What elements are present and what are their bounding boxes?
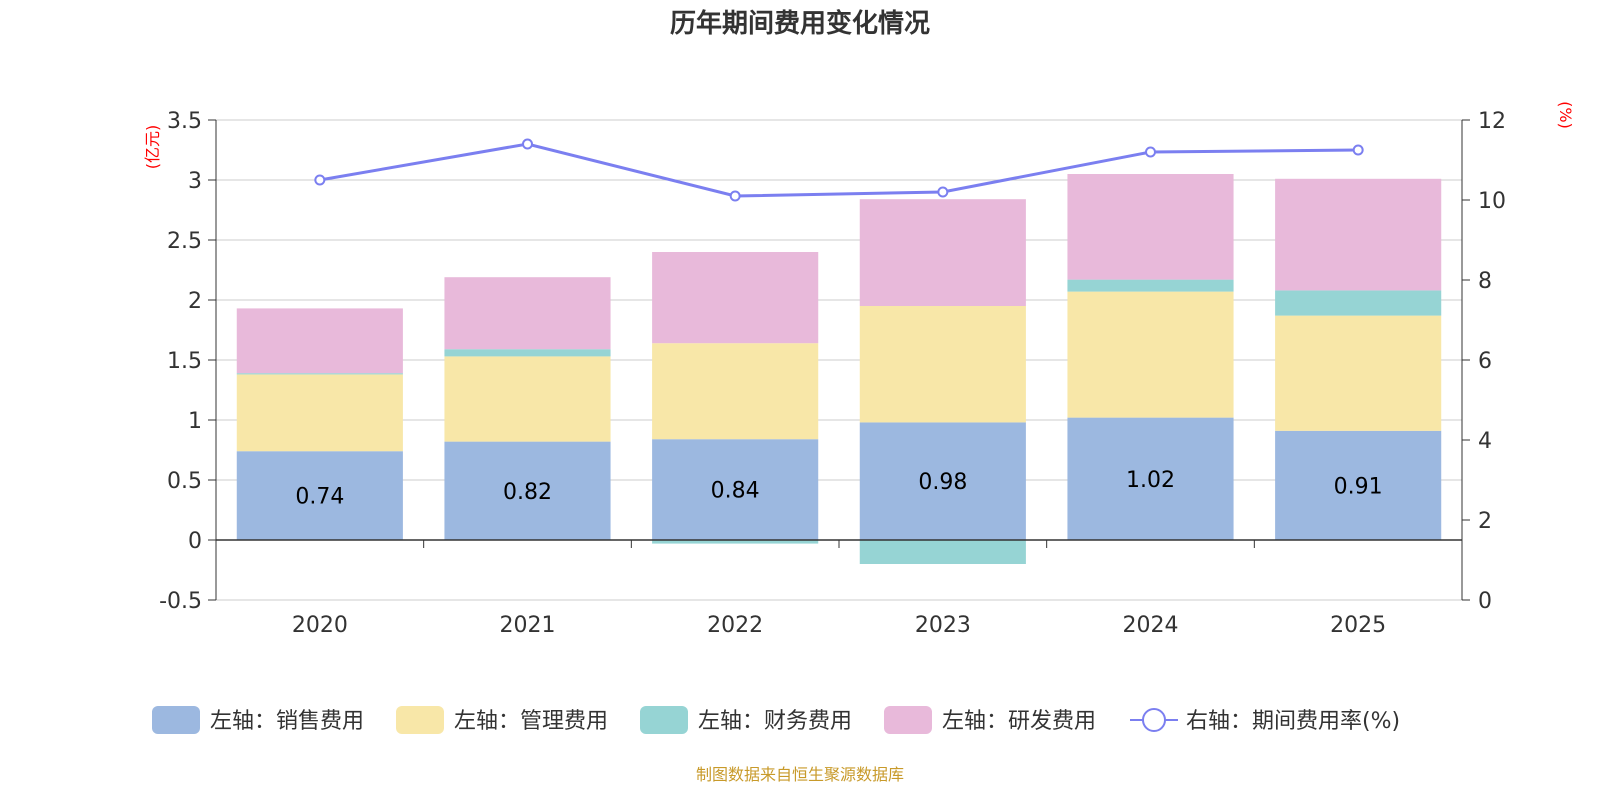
- bar-series: [236, 174, 1442, 564]
- bar-2-2023: [859, 306, 1026, 423]
- x-axis-tick-label: 2020: [292, 613, 348, 638]
- right-axis-tick-label: 8: [1478, 269, 1492, 294]
- left-axis-tick-label: 0.5: [167, 469, 202, 494]
- line-point-2023: [937, 186, 949, 198]
- right-axis-tick-label: 0: [1478, 589, 1492, 614]
- left-axis-tick-label: 0: [188, 529, 202, 554]
- bar-2-2025: [1275, 315, 1442, 431]
- x-axis-tick-label: 2024: [1123, 613, 1179, 638]
- data-labels: 0.74 0.82 0.84 0.98 1.02 0.91: [295, 468, 1382, 510]
- data-label: 0.91: [1334, 474, 1383, 499]
- legend-swatch-4: [884, 706, 932, 734]
- left-axis-tick-label: -0.5: [159, 589, 202, 614]
- x-axis-tick-label: 2025: [1330, 613, 1386, 638]
- axes: -0.5 0 0.5 1 1.5 2 2.5 3 3.5 0 2 4 6 8 10 12 2020 2021 202…: [159, 109, 1506, 638]
- left-axis-tick-label: 2: [188, 289, 202, 314]
- right-axis-unit-label: (%): [1556, 101, 1575, 129]
- legend-swatch-2: [396, 706, 444, 734]
- bar-3-2024: [1067, 279, 1234, 292]
- bar-3-2025: [1275, 290, 1442, 316]
- bar-1-2020: [236, 451, 403, 540]
- legend: 左轴：销售费用 左轴：管理费用 左轴：财务费用 左轴：研发费用 右轴：期间费用率(%): [152, 706, 1400, 734]
- right-axis-tick-label: 2: [1478, 509, 1492, 534]
- bar-1-2025: [1275, 430, 1442, 540]
- bar-3-2021: [444, 349, 611, 357]
- data-label: 0.74: [295, 485, 344, 510]
- bar-1-2024: [1067, 417, 1234, 540]
- left-axis-tick-label: 1.5: [167, 349, 202, 374]
- source-note: 制图数据来自恒生聚源数据库: [696, 765, 904, 784]
- bar-3-2023: [859, 540, 1026, 564]
- bar-1-2023: [859, 422, 1026, 540]
- bar-2-2020: [236, 374, 403, 452]
- bar-4-2021: [444, 277, 611, 350]
- chart-title: 历年期间费用变化情况: [670, 8, 930, 39]
- left-axis-tick-label: 3.5: [167, 109, 202, 134]
- bar-1-2021: [444, 441, 611, 540]
- data-label: 0.82: [503, 480, 552, 505]
- data-label: 0.84: [711, 479, 760, 504]
- line-point-2021: [522, 138, 533, 150]
- grid-lines: [216, 119, 1462, 601]
- bar-4-2024: [1067, 174, 1234, 280]
- left-axis-tick-label: 2.5: [167, 229, 202, 254]
- left-axis-tick-label: 3: [188, 169, 202, 194]
- line-point-2020: [314, 174, 326, 186]
- right-axis-tick-label: 12: [1478, 109, 1506, 134]
- bar-4-2022: [652, 252, 819, 344]
- right-axis-tick-label: 4: [1478, 429, 1492, 454]
- bar-3-2020: [236, 373, 403, 375]
- bar-4-2020: [236, 308, 403, 374]
- x-axis-tick-label: 2023: [915, 613, 971, 638]
- right-axis-tick-label: 10: [1478, 189, 1506, 214]
- legend-label-3: 左轴：财务费用: [698, 709, 852, 734]
- line-point-2025: [1352, 144, 1364, 156]
- bar-4-2023: [859, 199, 1026, 306]
- left-axis-tick-label: 1: [188, 409, 202, 434]
- bar-4-2025: [1275, 178, 1442, 291]
- legend-swatch-1: [152, 706, 200, 734]
- data-label: 1.02: [1126, 468, 1175, 493]
- bar-2-2024: [1067, 291, 1234, 418]
- x-axis-tick-label: 2021: [500, 613, 556, 638]
- line-path-expense-rate: [319, 142, 1359, 198]
- legend-label-1: 左轴：销售费用: [210, 709, 364, 734]
- legend-label-5: 右轴：期间费用率(%): [1186, 709, 1400, 734]
- bar-3-2022: [652, 540, 819, 544]
- legend-label-2: 左轴：管理费用: [454, 709, 608, 734]
- bar-2-2022: [652, 343, 819, 440]
- legend-label-4: 左轴：研发费用: [942, 709, 1096, 734]
- left-axis-unit-label: (亿元): [143, 125, 162, 170]
- bar-2-2021: [444, 356, 611, 442]
- legend-line-marker: [1142, 708, 1166, 732]
- line-point-2024: [1145, 146, 1156, 158]
- line-series: [314, 138, 1364, 202]
- bar-1-2022: [652, 439, 819, 540]
- data-label: 0.98: [918, 470, 967, 495]
- line-point-2022: [729, 190, 741, 202]
- right-axis-tick-label: 6: [1478, 349, 1492, 374]
- x-axis-tick-label: 2022: [707, 613, 763, 638]
- legend-swatch-3: [640, 706, 688, 734]
